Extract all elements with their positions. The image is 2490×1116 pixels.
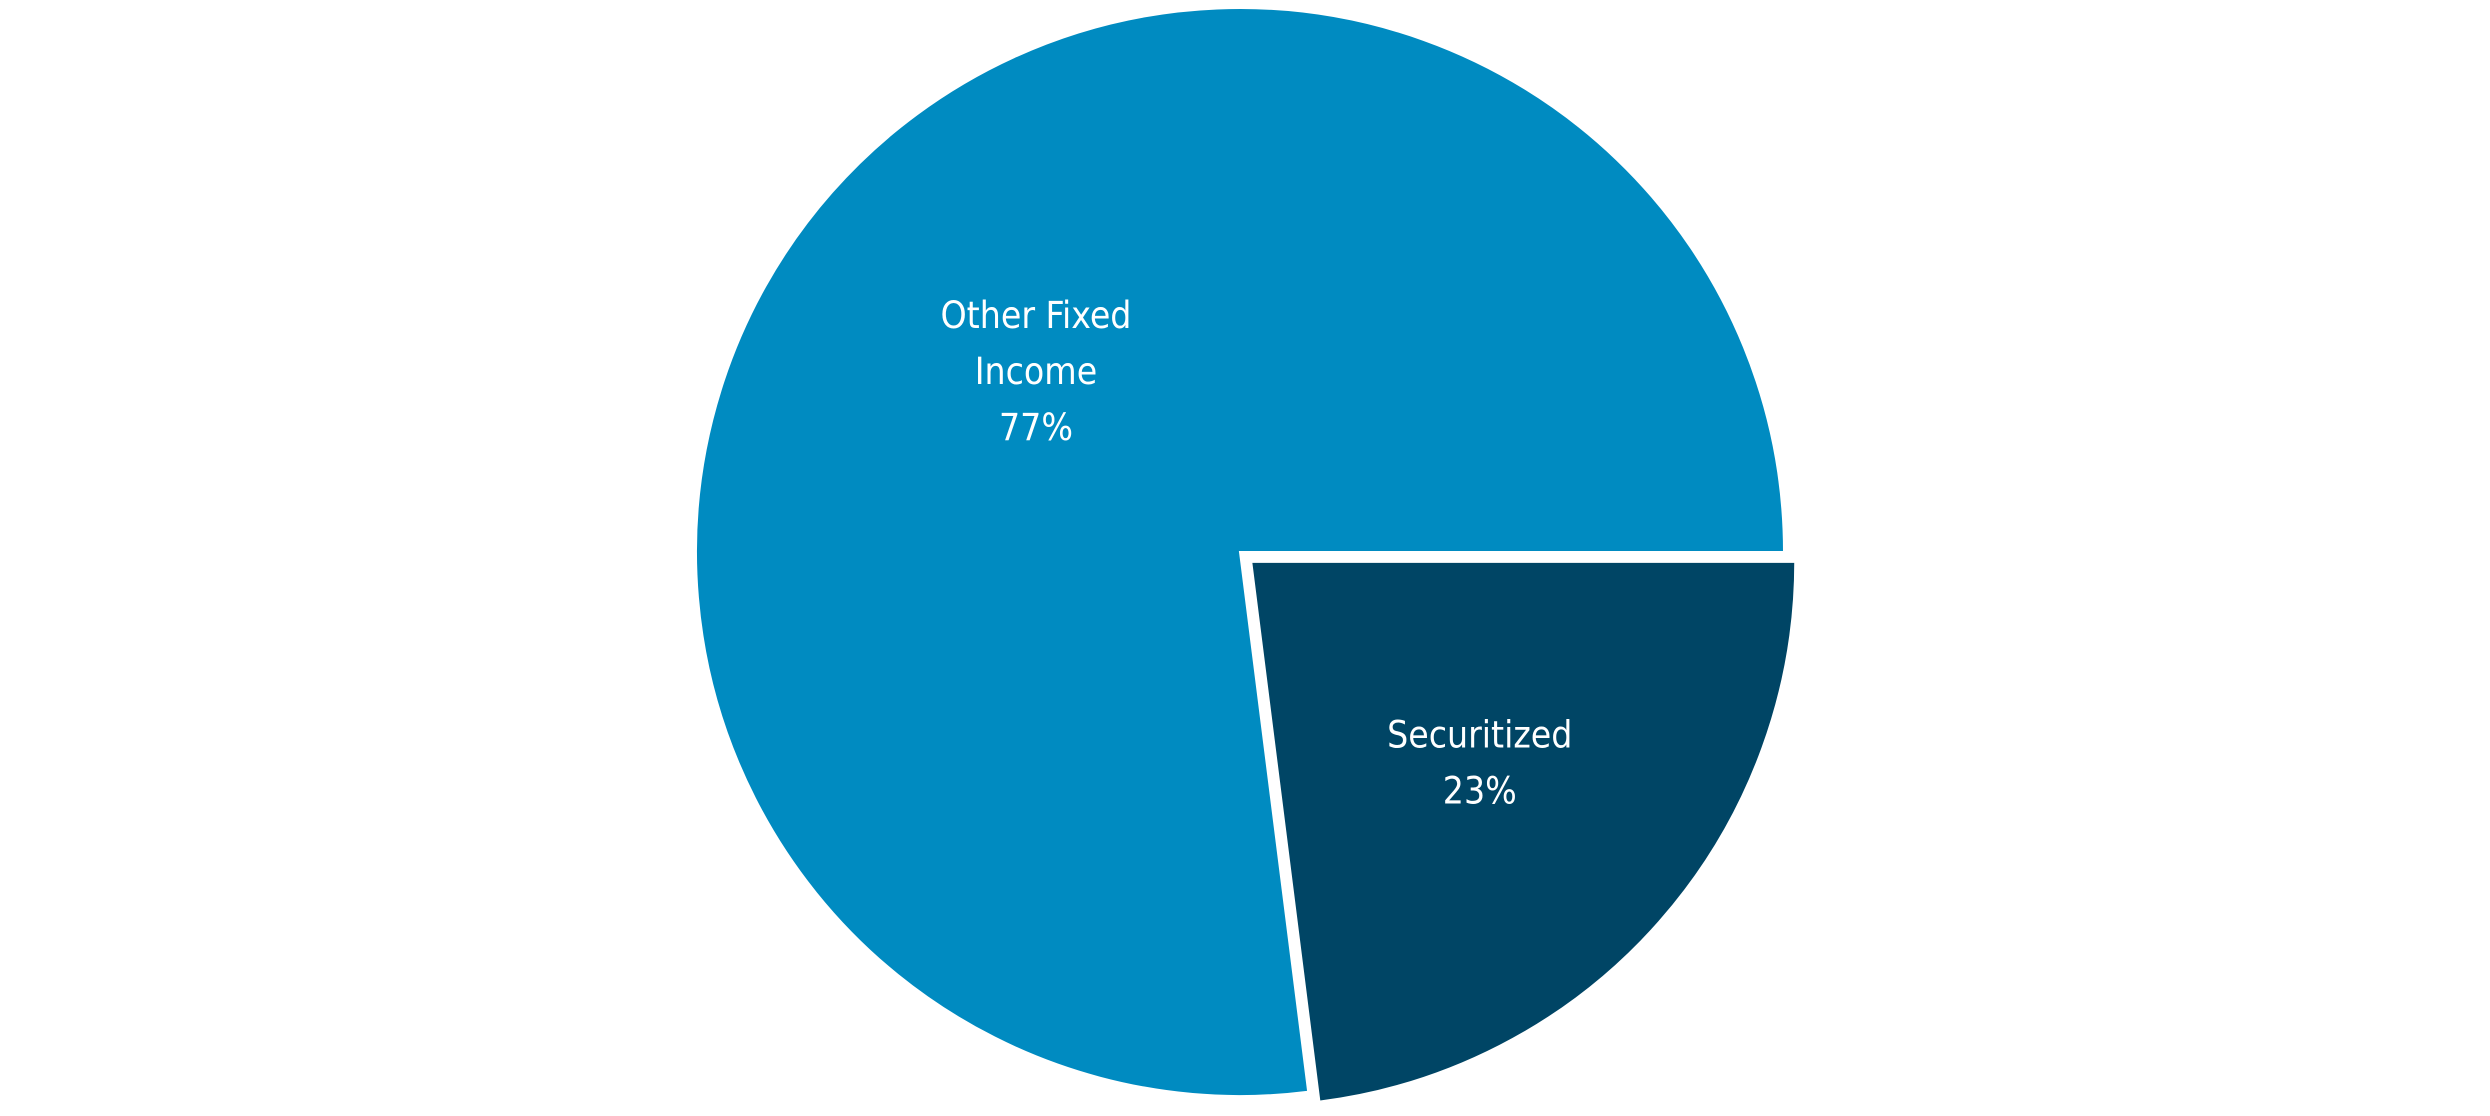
- pie-slice-securitized: [1250, 560, 1797, 1103]
- pie-label-value: 23%: [1443, 769, 1517, 812]
- pie-label-category-line: Other Fixed: [940, 294, 1131, 337]
- pie-label-other-fixed-income: Other Fixed Income 77%: [940, 294, 1131, 449]
- pie-label-securitized: Securitized 23%: [1387, 713, 1572, 812]
- pie-slice-other-fixed-income: [695, 7, 1786, 1097]
- pie-labels: Other Fixed Income 77% Securitized 23%: [940, 294, 1572, 812]
- pie-slices: [695, 7, 1797, 1103]
- pie-label-category-line: Income: [975, 350, 1098, 393]
- pie-label-value: 77%: [999, 406, 1073, 449]
- pie-label-category-line: Securitized: [1387, 713, 1572, 756]
